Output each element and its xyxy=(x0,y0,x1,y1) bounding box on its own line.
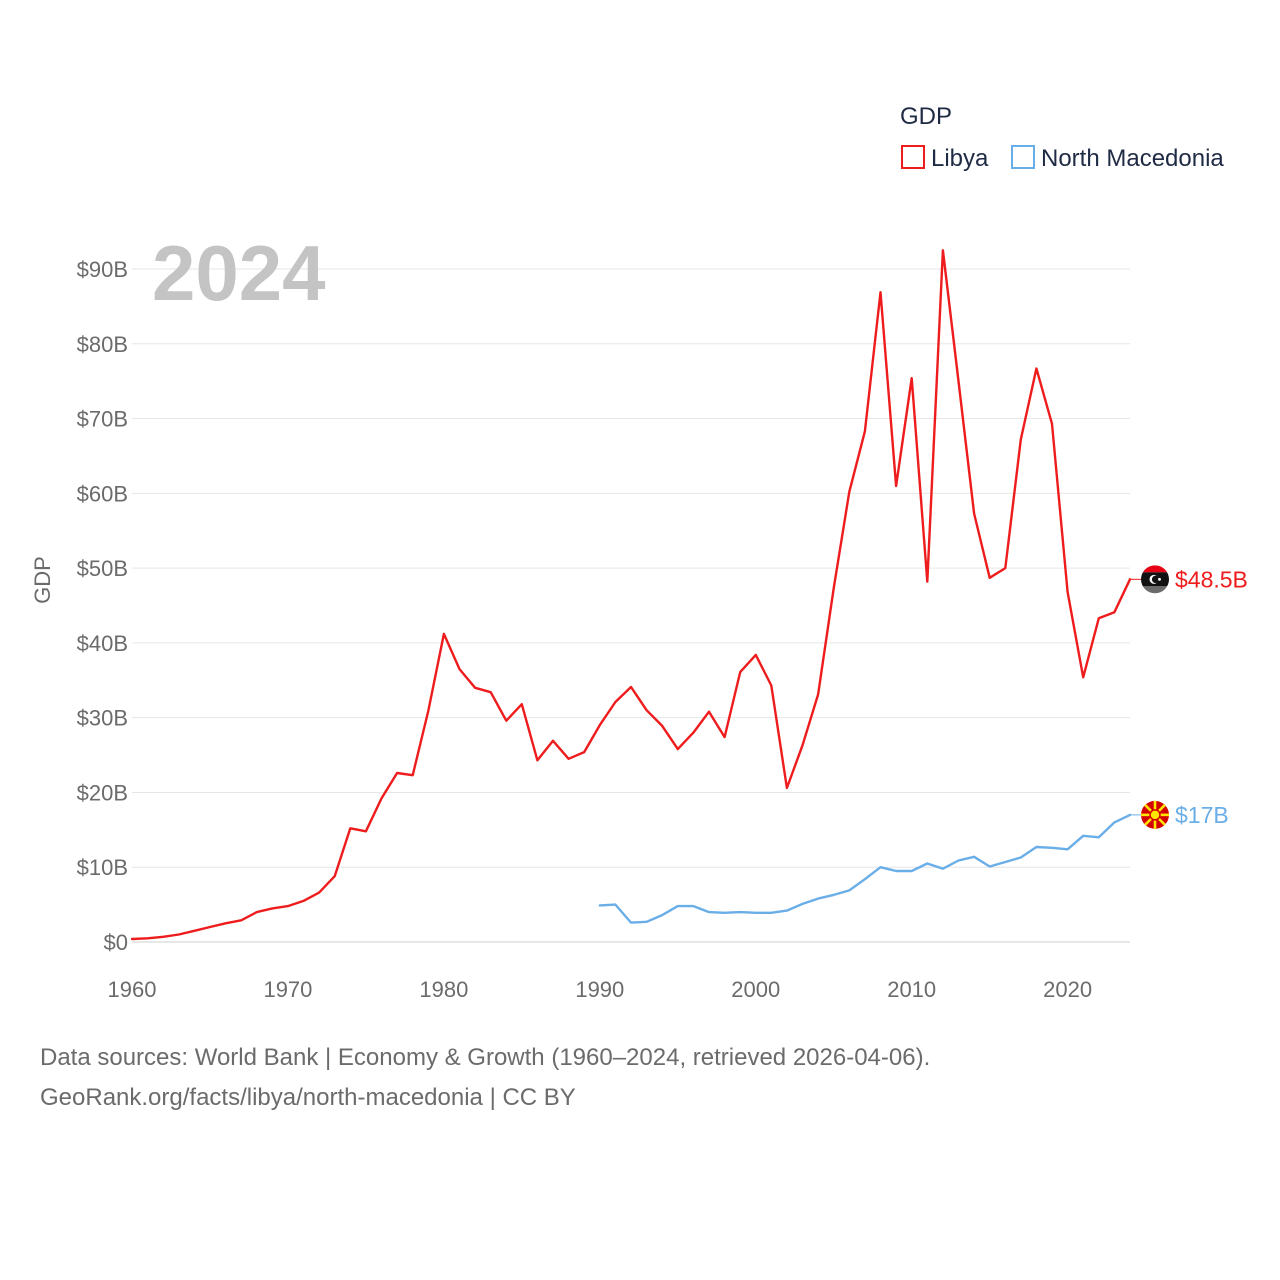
x-tick-label: 1970 xyxy=(263,977,312,1002)
source-line-1: Data sources: World Bank | Economy & Gro… xyxy=(40,1044,931,1071)
y-tick-label: $20B xyxy=(77,780,128,805)
x-tick-label: 2020 xyxy=(1043,977,1092,1002)
legend-swatch-libya xyxy=(901,145,925,169)
end-value-label: $17B xyxy=(1175,802,1229,828)
y-tick-label: $10B xyxy=(77,855,128,880)
y-tick-label: $40B xyxy=(77,631,128,656)
x-tick-label: 1990 xyxy=(575,977,624,1002)
y-tick-label: $70B xyxy=(77,407,128,432)
series-line-north-macedonia[interactable] xyxy=(598,813,1132,924)
x-tick-label: 1980 xyxy=(419,977,468,1002)
x-axis-ticks: 1960 1970 1980 1990 2000 2010 2020 xyxy=(108,977,1093,1002)
y-tick-label: $50B xyxy=(77,556,128,581)
gdp-line-chart: $0 $10B $20B $30B $40B $50B $60B $70B $80B $90B 1… xyxy=(30,103,1248,1002)
gridlines xyxy=(132,268,1130,943)
source-line-2[interactable]: GeoRank.org/facts/libya/north-macedonia … xyxy=(40,1084,576,1111)
x-tick-label: 1960 xyxy=(108,977,157,1002)
series-line-libya[interactable] xyxy=(130,249,1132,941)
x-tick-label: 2000 xyxy=(731,977,780,1002)
y-tick-label: $0 xyxy=(104,930,128,955)
legend: GDP Libya North Macedonia xyxy=(900,103,1224,172)
y-tick-label: $30B xyxy=(77,706,128,731)
year-watermark: 2024 xyxy=(152,229,326,317)
y-tick-label: $60B xyxy=(77,481,128,506)
y-axis-ticks: $0 $10B $20B $30B $40B $50B $60B $70B $80B $90B xyxy=(77,257,128,955)
legend-swatch-north-macedonia xyxy=(1011,145,1035,169)
y-axis-label: GDP xyxy=(30,556,55,604)
legend-item-libya[interactable]: Libya xyxy=(901,145,989,172)
legend-label-libya: Libya xyxy=(931,145,989,172)
series-end-labels: $48.5B $17B xyxy=(1130,565,1248,829)
x-tick-label: 2010 xyxy=(887,977,936,1002)
north-macedonia-flag-icon xyxy=(1141,800,1169,829)
legend-title: GDP xyxy=(900,103,952,130)
legend-item-north-macedonia[interactable]: North Macedonia xyxy=(1011,145,1224,172)
end-value-label: $48.5B xyxy=(1175,566,1248,592)
series-lines xyxy=(130,249,1132,941)
y-tick-label: $90B xyxy=(77,257,128,282)
libya-flag-icon xyxy=(1141,565,1169,594)
y-tick-label: $80B xyxy=(77,332,128,357)
legend-label-north-macedonia: North Macedonia xyxy=(1041,145,1224,172)
